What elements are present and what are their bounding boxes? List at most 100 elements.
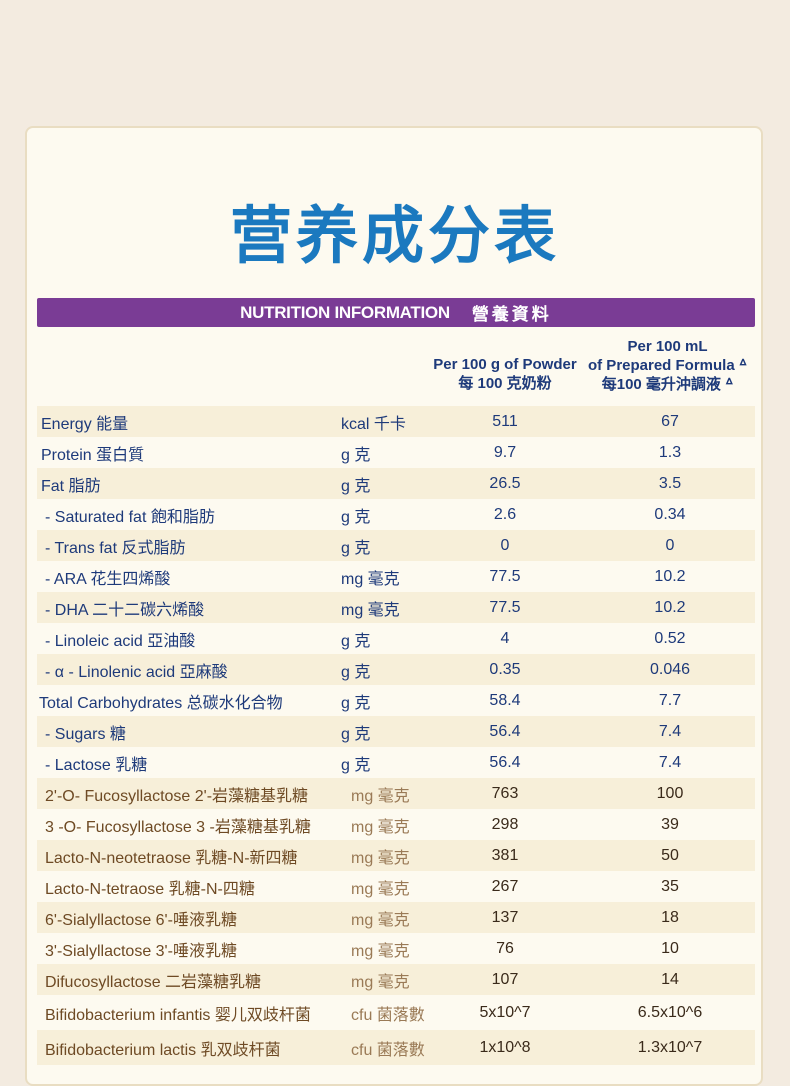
value-per-100g: 298 bbox=[491, 815, 519, 833]
table-row: - Saturated fat 飽和脂肪 g 克 2.6 0.34 bbox=[37, 499, 755, 530]
value-per-100g: 0 bbox=[500, 536, 510, 554]
table-row: - ARA 花生四烯酸 mg 毫克 77.5 10.2 bbox=[37, 561, 755, 592]
row-label: - α - Linolenic acid 亞麻酸 bbox=[45, 663, 228, 681]
row-label: 3'-Sialyllactose 3'-唾液乳糖 bbox=[45, 942, 237, 960]
row-label: 6'-Sialyllactose 6'-唾液乳糖 bbox=[45, 911, 237, 929]
value-per-100g: 107 bbox=[491, 970, 519, 988]
table-row: Difucosyllactose 二岩藻糖乳糖 mg 毫克 107 14 bbox=[37, 964, 755, 995]
row-label: - ARA 花生四烯酸 bbox=[45, 570, 171, 588]
table-row: 6'-Sialyllactose 6'-唾液乳糖 mg 毫克 137 18 bbox=[37, 902, 755, 933]
row-unit: cfu 菌落數 bbox=[351, 1006, 425, 1024]
value-per-100g: 381 bbox=[491, 846, 519, 864]
row-label: Bifidobacterium infantis 婴儿双歧杆菌 bbox=[45, 1006, 311, 1024]
table-header-bar: NUTRITION INFORMATION 營養資料 bbox=[37, 298, 755, 327]
row-label: Difucosyllactose 二岩藻糖乳糖 bbox=[45, 973, 262, 991]
row-unit: mg 毫克 bbox=[351, 818, 410, 836]
table-row: Fat 脂肪 g 克 26.5 3.5 bbox=[37, 468, 755, 499]
value-per-100ml: 35 bbox=[661, 877, 679, 895]
row-unit: mg 毫克 bbox=[351, 880, 410, 898]
value-per-100g: 137 bbox=[491, 908, 519, 926]
value-per-100ml: 10.2 bbox=[654, 567, 686, 585]
table-row: - Linoleic acid 亞油酸 g 克 4 0.52 bbox=[37, 623, 755, 654]
value-per-100ml: 100 bbox=[656, 784, 684, 802]
row-unit: g 克 bbox=[341, 694, 371, 712]
nutrition-table: Energy 能量 kcal 千卡 511 67 Protein 蛋白質 g 克 9.7 1… bbox=[37, 406, 755, 1065]
table-row: Protein 蛋白質 g 克 9.7 1.3 bbox=[37, 437, 755, 468]
row-label: Bifidobacterium lactis 乳双歧杆菌 bbox=[45, 1041, 281, 1059]
value-per-100ml: 67 bbox=[661, 412, 679, 430]
value-per-100ml: 39 bbox=[661, 815, 679, 833]
table-row: Lacto-N-tetraose 乳糖-N-四糖 mg 毫克 267 35 bbox=[37, 871, 755, 902]
row-unit: kcal 千卡 bbox=[341, 415, 406, 433]
row-unit: g 克 bbox=[341, 477, 371, 495]
row-unit: cfu 菌落數 bbox=[351, 1041, 425, 1059]
value-per-100ml: 10 bbox=[661, 939, 679, 957]
row-unit: mg 毫克 bbox=[351, 942, 410, 960]
row-unit: mg 毫克 bbox=[351, 849, 410, 867]
row-unit: g 克 bbox=[341, 508, 371, 526]
value-per-100g: 1x10^8 bbox=[479, 1038, 531, 1056]
row-unit: g 克 bbox=[341, 446, 371, 464]
row-label: Fat 脂肪 bbox=[41, 477, 101, 495]
value-per-100ml: 50 bbox=[661, 846, 679, 864]
row-label: 2'-O- Fucosyllactose 2'-岩藻糖基乳糖 bbox=[45, 787, 309, 805]
row-unit: mg 毫克 bbox=[341, 570, 400, 588]
table-row: - Lactose 乳糖 g 克 56.4 7.4 bbox=[37, 747, 755, 778]
value-per-100g: 2.6 bbox=[493, 505, 517, 523]
header-title-zh: 營養資料 bbox=[471, 305, 552, 324]
row-label: - Lactose 乳糖 bbox=[45, 756, 148, 774]
column-header-line: Per 100 g of Powder bbox=[433, 356, 577, 373]
value-per-100g: 77.5 bbox=[489, 567, 521, 585]
row-label: - Linoleic acid 亞油酸 bbox=[45, 632, 196, 650]
row-unit: mg 毫克 bbox=[351, 973, 410, 991]
row-unit: g 克 bbox=[341, 539, 371, 557]
value-per-100g: 267 bbox=[491, 877, 519, 895]
value-per-100g: 0.35 bbox=[489, 660, 521, 678]
value-per-100g: 77.5 bbox=[489, 598, 521, 616]
table-row: Bifidobacterium infantis 婴儿双歧杆菌 cfu 菌落數 5x… bbox=[37, 995, 755, 1030]
value-per-100ml: 3.5 bbox=[658, 474, 682, 492]
table-row: Lacto-N-neotetraose 乳糖-N-新四糖 mg 毫克 381 50 bbox=[37, 840, 755, 871]
page-title: 营养成分表 bbox=[229, 199, 560, 272]
row-unit: g 克 bbox=[341, 725, 371, 743]
table-row: Total Carbohydrates 总碳水化合物 g 克 58.4 7.7 bbox=[37, 685, 755, 716]
value-per-100g: 58.4 bbox=[489, 691, 521, 709]
column-header-per-100ml: Per 100 mL of Prepared Formula ᐞ 每100 毫升… bbox=[585, 337, 750, 394]
table-row: - α - Linolenic acid 亞麻酸 g 克 0.35 0.046 bbox=[37, 654, 755, 685]
row-label: Energy 能量 bbox=[41, 415, 129, 433]
value-per-100ml: 7.4 bbox=[658, 722, 682, 740]
table-row: 2'-O- Fucosyllactose 2'-岩藻糖基乳糖 mg 毫克 763 10… bbox=[37, 778, 755, 809]
value-per-100ml: 1.3 bbox=[658, 443, 682, 461]
value-per-100g: 56.4 bbox=[489, 753, 521, 771]
column-header-line: 每100 毫升沖調液 ᐞ bbox=[601, 376, 734, 393]
column-header-line: of Prepared Formula ᐞ bbox=[587, 357, 747, 374]
value-per-100ml: 0.046 bbox=[649, 660, 691, 678]
value-per-100g: 5x10^7 bbox=[479, 1003, 531, 1021]
table-row: - DHA 二十二碳六烯酸 mg 毫克 77.5 10.2 bbox=[37, 592, 755, 623]
row-unit: mg 毫克 bbox=[351, 787, 410, 805]
table-row: - Trans fat 反式脂肪 g 克 0 0 bbox=[37, 530, 755, 561]
row-label: Total Carbohydrates 总碳水化合物 bbox=[39, 694, 283, 712]
value-per-100ml: 0.52 bbox=[654, 629, 686, 647]
row-label: 3 -O- Fucosyllactose 3 -岩藻糖基乳糖 bbox=[45, 818, 311, 836]
column-header-line: Per 100 mL bbox=[627, 338, 708, 355]
row-label: - DHA 二十二碳六烯酸 bbox=[45, 601, 205, 619]
value-per-100g: 26.5 bbox=[489, 474, 521, 492]
value-per-100g: 511 bbox=[492, 412, 518, 430]
header-title-en: NUTRITION INFORMATION bbox=[240, 302, 450, 322]
value-per-100ml: 0.34 bbox=[654, 505, 686, 523]
row-label: - Trans fat 反式脂肪 bbox=[45, 539, 186, 557]
row-unit: g 克 bbox=[341, 756, 371, 774]
value-per-100g: 76 bbox=[496, 939, 514, 957]
value-per-100g: 9.7 bbox=[493, 443, 517, 461]
value-per-100ml: 7.4 bbox=[658, 753, 682, 771]
row-unit: g 克 bbox=[341, 632, 371, 650]
row-label: Lacto-N-tetraose 乳糖-N-四糖 bbox=[45, 880, 255, 898]
value-per-100g: 4 bbox=[500, 629, 510, 647]
column-header-line: 每 100 克奶粉 bbox=[458, 375, 552, 392]
table-row: - Sugars 糖 g 克 56.4 7.4 bbox=[37, 716, 755, 747]
table-row: 3'-Sialyllactose 3'-唾液乳糖 mg 毫克 76 10 bbox=[37, 933, 755, 964]
row-label: Protein 蛋白質 bbox=[41, 446, 145, 464]
value-per-100ml: 0 bbox=[665, 536, 675, 554]
value-per-100g: 56.4 bbox=[489, 722, 521, 740]
